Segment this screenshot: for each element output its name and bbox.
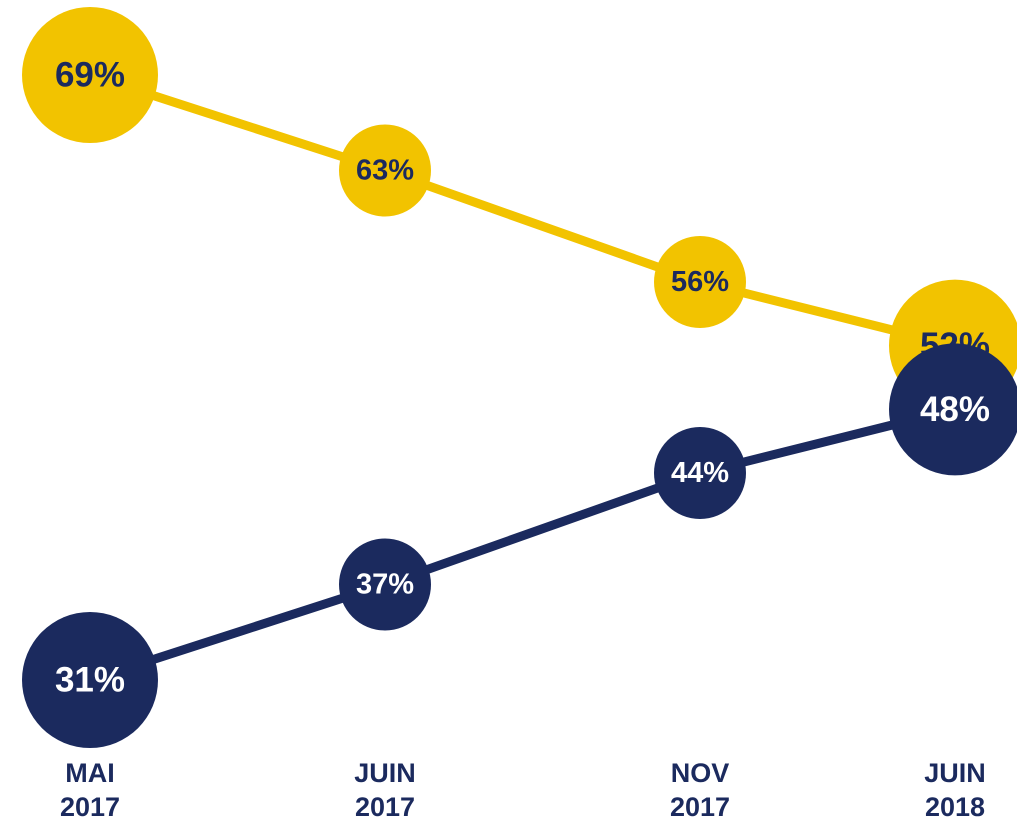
data-label: 37% [356, 568, 414, 600]
data-label: 56% [671, 266, 729, 298]
data-label: 69% [55, 56, 125, 95]
bubble [339, 538, 431, 631]
bubble [339, 124, 431, 217]
data-label: 63% [356, 155, 414, 187]
x-tick-label: JUIN 2018 [924, 758, 986, 822]
data-label: 44% [671, 457, 729, 489]
bubble [654, 427, 746, 520]
bubble [654, 235, 746, 328]
x-tick-label: JUIN 2017 [354, 758, 416, 822]
bubble [22, 612, 158, 748]
data-label: 31% [55, 661, 125, 700]
data-label: 48% [920, 390, 990, 429]
bubble [889, 343, 1017, 476]
x-tick-label: NOV 2017 [669, 758, 731, 822]
series-line [88, 404, 957, 685]
bubble [22, 7, 158, 143]
series-line [88, 70, 957, 351]
x-tick-label: MAI 2017 [59, 758, 121, 822]
